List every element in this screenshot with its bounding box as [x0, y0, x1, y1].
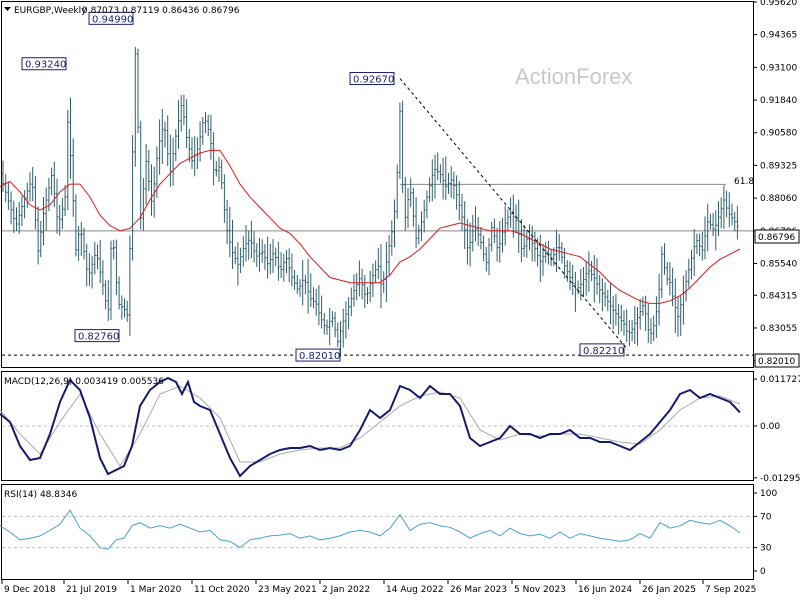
price-y-tick-label: 0.85540: [760, 259, 797, 269]
dropdown-arrow-icon[interactable]: [4, 7, 11, 11]
x-tick-label: 9 Dec 2018: [4, 585, 56, 595]
x-tick-label: 2 Jan 2022: [322, 585, 370, 595]
annotation-label: 0.82760: [78, 332, 119, 343]
annotation-box: [74, 329, 120, 343]
price-y-tick-label: 0.95620: [760, 0, 797, 8]
x-tick-label: 5 Nov 2023: [514, 585, 566, 595]
watermark: ActionForex: [515, 64, 632, 89]
annotation-box: [88, 11, 134, 25]
rsi-pane: [1, 484, 754, 580]
price-y-tick-label: 0.89325: [760, 161, 797, 171]
annotation-box: [349, 72, 395, 86]
macd-y-tick-label: 0.00: [760, 422, 780, 432]
price-y-tick-label: 0.84315: [760, 291, 797, 301]
annotation-label: 0.92670: [353, 75, 394, 86]
x-tick-label: 1 Mar 2020: [130, 585, 182, 595]
macd-y-tick-label: -0.012951: [760, 474, 800, 484]
annotation-label: 0.93240: [25, 60, 66, 71]
x-tick-label: 26 Mar 2023: [450, 585, 507, 595]
rsi-title: RSI(14) 48.8346: [4, 490, 77, 500]
annotation-label: 0.94990: [92, 14, 133, 25]
rsi-line: [0, 509, 741, 550]
x-tick-label: 16 Jun 2024: [578, 585, 632, 595]
last-price-box: [754, 229, 800, 244]
last-price-label: 0.86796: [758, 233, 795, 243]
annotation-box: [21, 57, 67, 71]
macd-title: MACD(12,26,9) 0.003419 0.005536: [4, 377, 164, 387]
annotation-box: [295, 348, 341, 362]
macd-y-tick-label: 0.011727: [760, 375, 800, 385]
x-tick-label: 26 Jan 2025: [642, 585, 696, 595]
annotation-label: 0.82010: [299, 351, 340, 362]
support-label: 0.82010: [758, 357, 795, 367]
price-y-tick-label: 0.83055: [760, 324, 797, 334]
support-box: [754, 353, 800, 368]
x-tick-label: 21 Jul 2019: [66, 585, 117, 595]
fib-label: 61.8: [734, 177, 754, 187]
x-tick-label: 7 Sep 2025: [705, 585, 756, 595]
price-y-tick-label: 0.94365: [760, 31, 797, 41]
price-y-tick-label: 0.91840: [760, 96, 797, 106]
price-y-tick-label: 0.93100: [760, 63, 797, 73]
rsi-y-tick-label: 30: [760, 544, 772, 554]
x-tick-label: 11 Oct 2020: [194, 585, 250, 595]
moving-average-line: [0, 149, 741, 304]
symbol-label: EURGBP,Weekly: [14, 6, 87, 16]
ohlc-values: 0.87073 0.87119 0.86436 0.86796: [82, 6, 240, 16]
x-tick-label: 14 Aug 2022: [386, 585, 444, 595]
rsi-y-tick-label: 100: [760, 489, 777, 499]
macd-signal-line: [0, 385, 741, 467]
trendline: [399, 78, 629, 351]
annotation-label: 0.82210: [583, 346, 624, 357]
rsi-y-tick-label: 70: [760, 512, 772, 522]
price-y-tick-label: 0.88060: [760, 194, 797, 204]
rsi-y-tick-label: 0: [760, 567, 766, 577]
annotation-box: [579, 343, 625, 357]
macd-main-line: [0, 376, 741, 478]
price-y-tick-label: 0.90580: [760, 129, 797, 139]
x-tick-label: 23 May 2021: [258, 585, 317, 595]
